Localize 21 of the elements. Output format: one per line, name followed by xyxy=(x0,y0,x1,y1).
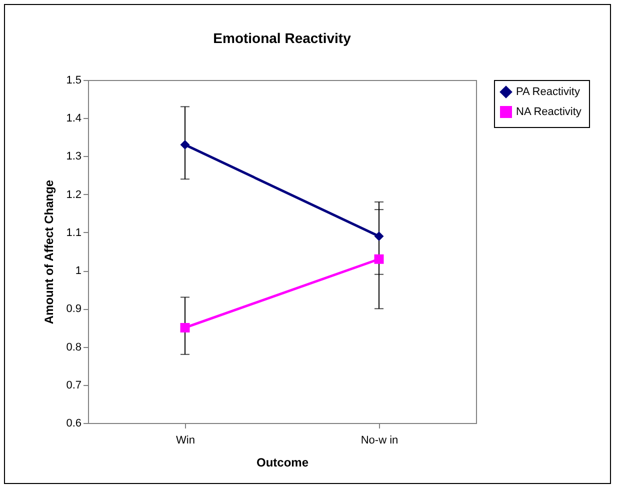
y-tick-label: 0.9 xyxy=(66,303,82,316)
y-tick-label: 1 xyxy=(75,265,82,278)
y-tick-label: 0.6 xyxy=(66,418,82,430)
x-tick-label: Win xyxy=(176,434,195,446)
point xyxy=(180,140,190,150)
y-tick-label: 1.5 xyxy=(66,74,82,86)
point xyxy=(374,232,384,241)
y-tick-label: 0.8 xyxy=(66,341,82,354)
legend-label: PA Reactivity xyxy=(516,86,580,98)
y-axis-title: Amount of Affect Change xyxy=(42,180,56,324)
legend-label: NA Reactivity xyxy=(516,106,582,118)
x-tick-label: No-w in xyxy=(360,434,398,446)
y-tick-label: 1.3 xyxy=(66,150,82,163)
point xyxy=(180,322,190,332)
point xyxy=(374,254,384,264)
y-tick-label: 1.2 xyxy=(66,188,82,201)
x-axis-title: Outcome xyxy=(256,456,309,470)
y-tick-label: 1.1 xyxy=(66,226,82,239)
chart-title: Emotional Reactivity xyxy=(213,30,352,46)
y-tick-label: 0.7 xyxy=(66,379,82,392)
y-tick-label: 1.4 xyxy=(66,112,82,125)
